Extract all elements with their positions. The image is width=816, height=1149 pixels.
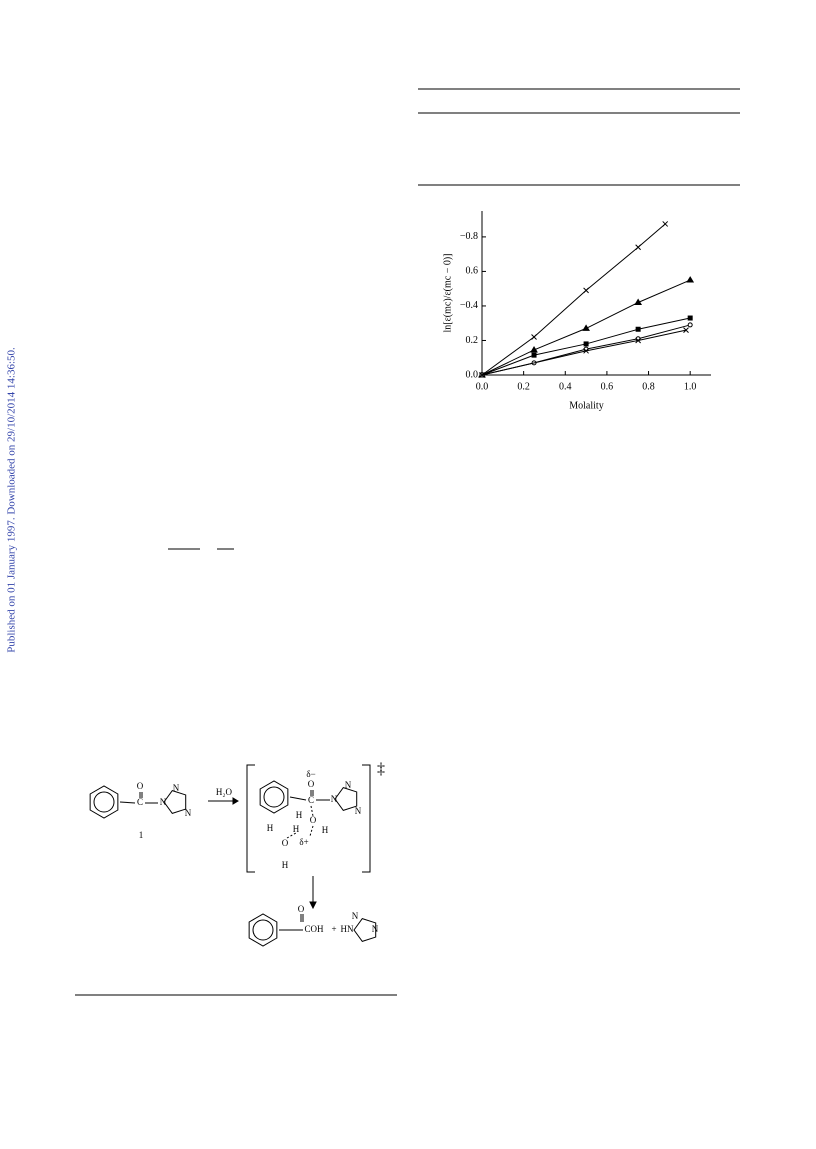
marker (662, 221, 669, 227)
bracket (246, 764, 255, 873)
scheme-label: O (282, 838, 289, 848)
marker (686, 276, 695, 283)
scheme-label: O (310, 815, 317, 825)
y-tick-label: 0.0 (466, 369, 479, 380)
x-tick-label: 0.2 (517, 381, 530, 392)
x-axis-label: Molality (569, 400, 603, 411)
scheme-label: C (308, 795, 314, 805)
triazole-ring (163, 789, 187, 815)
marker (687, 322, 693, 328)
marker (687, 315, 693, 321)
marker (635, 326, 641, 332)
series-line (481, 329, 687, 376)
partial-bond (309, 825, 314, 837)
x-tick-label: 0.4 (559, 381, 572, 392)
scheme-label: COH (304, 924, 324, 934)
scheme-label: H₂O (216, 787, 233, 797)
scheme-label: N (345, 780, 352, 790)
marker (582, 324, 590, 331)
bond (119, 801, 136, 804)
triazole-ring (353, 917, 377, 943)
partial-bond (310, 805, 314, 817)
marker (683, 327, 689, 333)
x-tick-label: 0.6 (601, 381, 614, 392)
table-rules (75, 88, 740, 996)
marker (531, 352, 537, 358)
scheme-label: H (267, 823, 274, 833)
scheme-label: N (160, 797, 167, 807)
aromatic-circle (252, 919, 274, 941)
chart: 0.0 0.2 −0.4 0.6 −0.8 0.0 0.2 0.4 0.6 0.8 1.0 Molal… (442, 211, 711, 411)
scheme-label: O (137, 781, 144, 791)
x-tick-label: 0.8 (642, 381, 655, 392)
x-tick-label: 0.0 (476, 381, 489, 392)
scheme-label: C (137, 797, 143, 807)
marker (583, 341, 589, 347)
scheme-label: H (293, 824, 300, 834)
scheme-label: H (282, 860, 289, 870)
marker (530, 345, 538, 353)
scheme-label: N (372, 924, 379, 934)
scheme-label: O (308, 779, 315, 789)
scheme-label: N (331, 794, 338, 804)
bracket (362, 764, 371, 873)
marker (583, 287, 589, 294)
arrowhead (309, 901, 317, 910)
scheme-label: N (352, 911, 359, 921)
scheme-label: + (331, 924, 336, 934)
scheme-label: δ+ (299, 837, 308, 847)
scheme-label: 1 (139, 830, 144, 840)
y-tick-label: 0.2 (466, 335, 479, 346)
scheme-label: HN (341, 924, 354, 934)
aromatic-circle (93, 791, 115, 813)
marker (583, 347, 589, 354)
scheme-label: ‡ (377, 761, 385, 778)
triazole-ring (334, 786, 358, 812)
scheme-label: δ− (306, 769, 315, 779)
scheme-label: O (298, 904, 305, 914)
partial-bond (286, 832, 297, 839)
scheme-label: N (185, 808, 192, 818)
y-tick-label: −0.4 (460, 300, 478, 311)
y-axis-label: ln[ε(mc)/ε(mc − 0)] (442, 253, 453, 332)
scheme-label: H (296, 810, 303, 820)
marker (531, 334, 537, 340)
scheme-label: N (355, 806, 362, 816)
benzene-ring (259, 780, 289, 814)
arrowhead (232, 797, 239, 805)
bond (289, 796, 307, 801)
marker (635, 337, 641, 344)
scheme-label: N (173, 783, 180, 793)
sidebar: Published on 01 January 1997. Downloaded… (6, 347, 18, 653)
y-tick-label: −0.8 (460, 231, 478, 242)
x-tick-label: 1.0 (684, 381, 697, 392)
y-tick-label: 0.6 (466, 266, 479, 277)
marker (635, 244, 641, 251)
scheme-label: H (322, 825, 329, 835)
benzene-ring (248, 913, 278, 947)
benzene-ring (89, 785, 119, 819)
marker (479, 372, 485, 378)
marker (634, 298, 643, 305)
aromatic-circle (263, 786, 285, 808)
